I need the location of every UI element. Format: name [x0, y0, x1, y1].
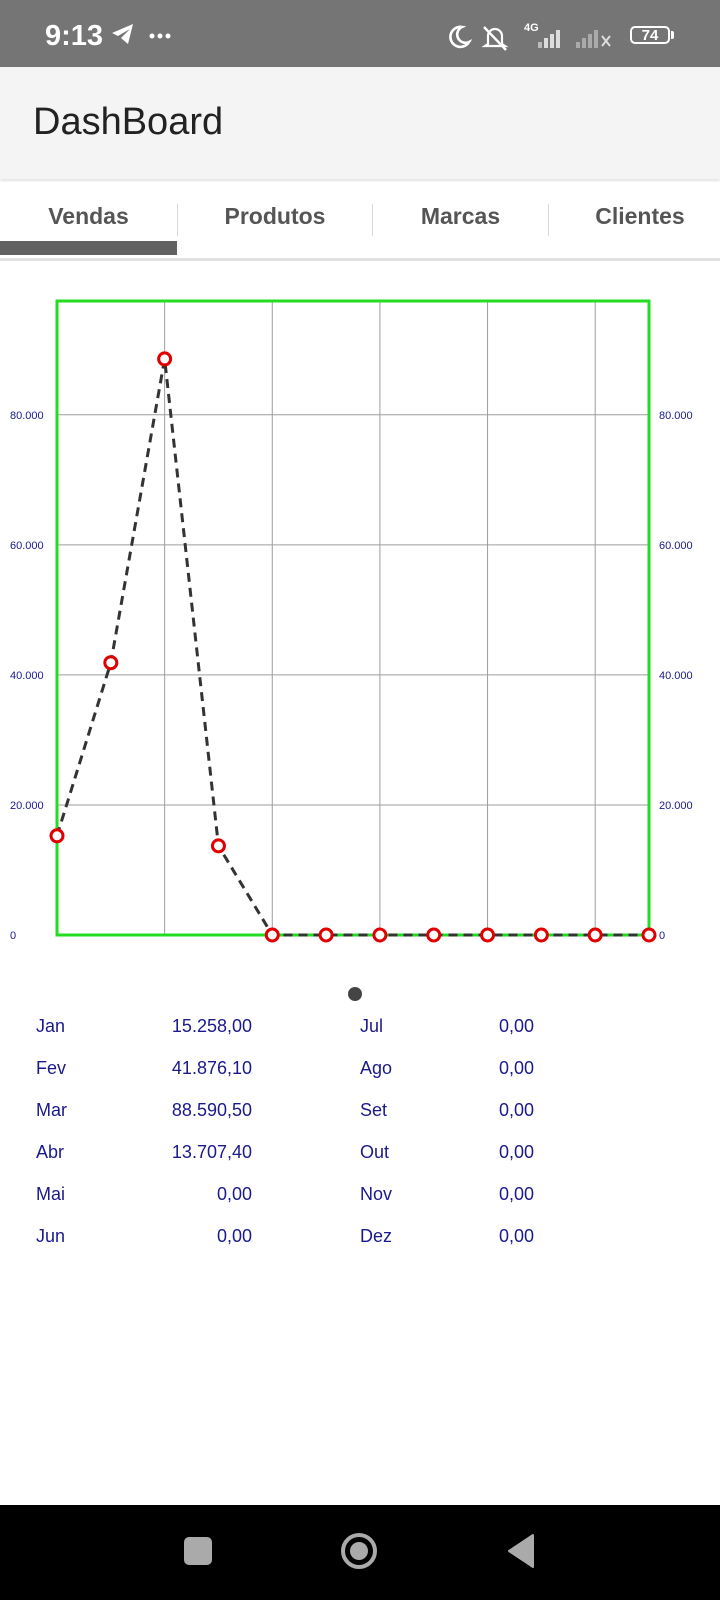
network-type: 4G [524, 22, 539, 34]
month-label: Dez [360, 1226, 393, 1246]
table-row: Jun 0,00 [36, 1226, 356, 1256]
tab-produtos[interactable]: Produtos [224, 203, 326, 229]
month-label: Mai [36, 1184, 66, 1204]
month-label: Set [360, 1100, 388, 1120]
table-row: Dez 0,00 [360, 1226, 680, 1256]
navigation-bar [0, 1505, 720, 1600]
month-value: 15.258,00 [171, 1016, 252, 1036]
table-row: Ago 0,00 [360, 1058, 680, 1088]
month-label: Fev [36, 1058, 67, 1078]
home-icon[interactable] [340, 1532, 378, 1570]
table-row: Set 0,00 [360, 1100, 680, 1130]
y-tick-label-left: 40.000 [10, 670, 44, 682]
more-dots-icon [149, 33, 171, 39]
app-title: DashBoard [33, 101, 224, 143]
month-value: 13.707,40 [171, 1142, 252, 1162]
sales-chart[interactable]: 0 0 20.000 20.000 40.000 40.000 60.000 60.000 80… [0, 260, 720, 980]
month-label: Abr [36, 1142, 65, 1162]
back-icon[interactable] [505, 1532, 537, 1570]
data-point [210, 838, 226, 854]
month-value: 0,00 [498, 1142, 534, 1162]
chart-svg: 0 0 20.000 20.000 40.000 40.000 60.000 60.000 80… [10, 299, 693, 943]
y-tick-label-left: 80.000 [10, 410, 44, 422]
table-row: Nov 0,00 [360, 1184, 680, 1214]
status-bar: 9:13 4G 74 [0, 0, 720, 67]
y-tick-label-right: 0 [659, 930, 665, 942]
table-row: Mar 88.590,50 [36, 1100, 356, 1130]
table-row: Abr 13.707,40 [36, 1142, 356, 1172]
status-left-icons [110, 22, 174, 51]
y-tick-label-right: 20.000 [659, 800, 693, 812]
data-point [426, 927, 442, 943]
month-label: Out [360, 1142, 390, 1162]
month-value: 0,00 [498, 1016, 534, 1036]
data-point [480, 927, 496, 943]
y-tick-label-left: 20.000 [10, 800, 44, 812]
y-tick-label-right: 80.000 [659, 410, 693, 422]
data-point [49, 828, 65, 844]
month-value: 0,00 [216, 1226, 252, 1246]
series-line [55, 358, 649, 937]
month-value: 0,00 [498, 1100, 534, 1120]
recent-apps-icon[interactable] [184, 1537, 212, 1565]
tab-separator [372, 204, 373, 236]
table-row: Jul 0,00 [360, 1016, 680, 1046]
status-right-icons: 4G 74 [449, 20, 682, 56]
y-tick-label-right: 40.000 [659, 670, 693, 682]
app-bar: DashBoard [0, 67, 720, 179]
month-label: Jun [36, 1226, 66, 1246]
month-label: Jan [36, 1016, 66, 1036]
no-signal-icon [576, 30, 611, 48]
signal-icon [538, 30, 560, 48]
month-value: 0,00 [498, 1058, 534, 1078]
data-point [157, 351, 173, 367]
tab-separator [177, 204, 178, 236]
data-point [587, 927, 603, 943]
tab-marcas[interactable]: Marcas [420, 203, 501, 229]
telegram-icon [112, 24, 133, 44]
mute-icon [481, 26, 509, 51]
table-row: Out 0,00 [360, 1142, 680, 1172]
chart-border [55, 299, 651, 937]
month-value: 0,00 [498, 1226, 534, 1246]
battery-cap [671, 31, 674, 39]
data-point [318, 927, 334, 943]
data-point [372, 927, 388, 943]
month-label: Nov [360, 1184, 393, 1204]
tab-separator [548, 204, 549, 236]
month-value: 41.876,10 [171, 1058, 252, 1078]
table-row: Fev 41.876,10 [36, 1058, 356, 1088]
tab-bar: Vendas Produtos Marcas Clientes [0, 182, 720, 261]
table-row: Jan 15.258,00 [36, 1016, 356, 1046]
moon-icon [449, 25, 472, 49]
month-label: Jul [360, 1016, 384, 1036]
data-point [103, 655, 119, 671]
page-indicator-dot [348, 987, 362, 1001]
data-point [641, 927, 657, 943]
battery-icon: 74 [630, 26, 670, 44]
month-value: 0,00 [498, 1184, 534, 1204]
tab-clientes[interactable]: Clientes [595, 203, 685, 229]
y-tick-label-right: 60.000 [659, 540, 693, 552]
month-value: 0,00 [216, 1184, 252, 1204]
y-tick-label-left: 0 [10, 930, 16, 942]
table-row: Mai 0,00 [36, 1184, 356, 1214]
y-tick-label-left: 60.000 [10, 540, 44, 552]
tab-indicator [0, 241, 177, 255]
status-time: 9:13 [45, 20, 104, 52]
tab-vendas[interactable]: Vendas [48, 203, 129, 229]
month-value: 88.590,50 [171, 1100, 252, 1120]
month-label: Mar [36, 1100, 67, 1120]
month-label: Ago [360, 1058, 393, 1078]
data-point [264, 927, 280, 943]
data-point [533, 927, 549, 943]
